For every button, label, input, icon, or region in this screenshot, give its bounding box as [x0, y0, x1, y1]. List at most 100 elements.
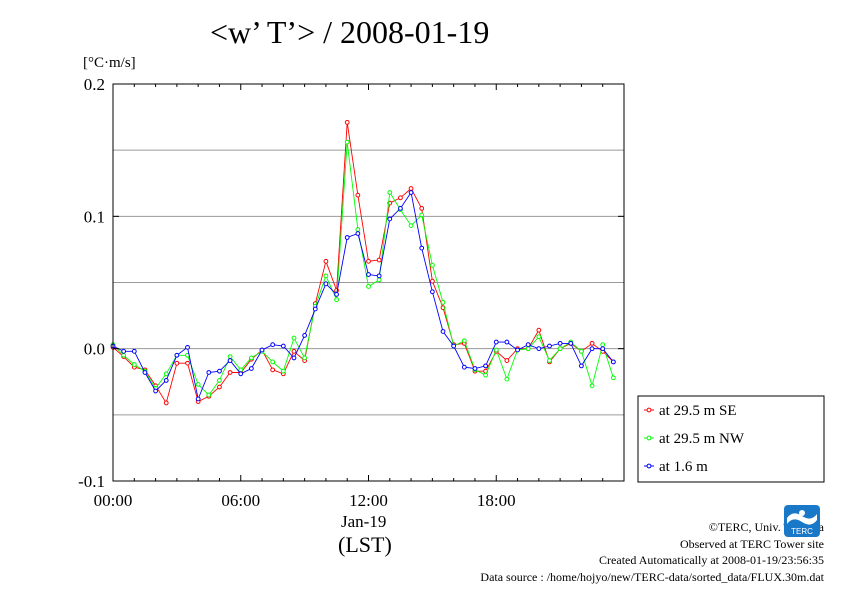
data-point — [217, 384, 222, 390]
data-point — [376, 273, 382, 279]
data-point — [387, 190, 393, 195]
data-point — [515, 347, 520, 353]
copyright-text: ©TERC, Univ. Tsukuba — [708, 520, 824, 534]
data-point — [504, 339, 510, 345]
data-point — [589, 383, 595, 389]
data-point — [398, 205, 403, 211]
y-tick-label: -0.1 — [78, 472, 105, 491]
data-point — [525, 346, 531, 352]
data-point — [291, 355, 297, 361]
data-point — [323, 273, 329, 279]
data-point — [398, 195, 403, 201]
data-source-text: Data source : /home/hojyo/new/TERC-data/… — [480, 569, 824, 584]
legend-marker — [646, 407, 652, 413]
y-tick-label: 0.0 — [84, 340, 105, 359]
series-2 — [110, 139, 616, 398]
data-point — [419, 205, 425, 211]
data-point — [461, 364, 467, 370]
data-point — [238, 371, 244, 377]
data-point — [483, 363, 489, 369]
data-point — [419, 212, 425, 218]
data-point — [536, 327, 542, 333]
data-point — [429, 278, 435, 284]
data-point — [174, 360, 180, 366]
data-point — [195, 396, 201, 402]
data-point — [440, 299, 446, 305]
data-point — [408, 186, 414, 191]
data-point — [121, 352, 127, 358]
y-tick-label: 0.1 — [84, 207, 105, 226]
data-point — [419, 245, 425, 251]
data-point — [344, 139, 350, 145]
data-point — [163, 378, 169, 383]
data-point — [185, 344, 190, 350]
data-point — [408, 223, 414, 228]
data-point — [579, 363, 584, 369]
data-point — [557, 346, 563, 352]
terc-logo-icon: TERC — [784, 505, 820, 537]
x-tick-label: 00:00 — [94, 491, 133, 510]
data-point — [163, 400, 169, 406]
data-point — [504, 358, 510, 363]
data-point — [440, 329, 446, 334]
data-point — [227, 354, 233, 360]
data-point — [142, 370, 148, 375]
data-point — [610, 375, 616, 381]
data-point — [429, 262, 435, 268]
data-point — [536, 346, 542, 352]
footer-info: ©TERC, Univ. Tsukuba Observed at TERC To… — [480, 519, 824, 585]
data-point — [312, 306, 318, 312]
chart-title: <w’ T’> / 2008-01-19 — [210, 14, 490, 50]
data-point — [429, 289, 435, 295]
data-point — [493, 339, 499, 345]
series-1 — [110, 119, 616, 406]
data-point — [504, 376, 510, 382]
data-point — [153, 388, 158, 394]
legend-marker — [646, 435, 652, 441]
data-point — [227, 358, 233, 363]
data-point — [270, 359, 276, 365]
data-point — [248, 355, 254, 361]
data-point — [334, 297, 339, 303]
series-line — [112, 122, 614, 405]
series-line — [112, 191, 614, 401]
data-point — [217, 378, 222, 383]
data-point — [323, 258, 329, 264]
data-point — [376, 257, 382, 263]
data-point — [280, 368, 286, 374]
data-point — [206, 392, 212, 398]
data-point — [366, 258, 371, 264]
data-point — [600, 342, 606, 348]
y-axis-unit: [°C·m/s] — [83, 55, 136, 71]
data-point — [280, 343, 286, 349]
data-point — [334, 292, 339, 297]
data-point — [568, 340, 574, 346]
data-point — [461, 338, 467, 344]
legend-label: at 29.5 m NW — [659, 431, 745, 447]
data-point — [493, 347, 499, 353]
data-point — [408, 190, 414, 195]
data-point — [217, 368, 222, 374]
data-point — [525, 342, 531, 348]
data-point — [355, 231, 361, 236]
legend-box — [637, 395, 825, 483]
x-axis-date-label: Jan-19 — [341, 512, 387, 531]
data-point — [270, 367, 276, 373]
series-line — [112, 142, 614, 396]
ticks-layer: -0.1 0.0 0.1 0.2 00:00 06:00 12:00 18:00 — [78, 75, 625, 510]
data-point — [121, 348, 127, 354]
data-point — [195, 381, 201, 387]
x-axis-time-label: (LST) — [338, 532, 392, 557]
data-point — [579, 348, 584, 354]
data-point — [270, 342, 276, 348]
created-text: Created Automatically at 2008-01-19/23:5… — [599, 553, 824, 567]
data-point — [557, 340, 563, 346]
data-point — [248, 366, 254, 371]
data-point — [610, 359, 616, 365]
legend-marker — [646, 463, 652, 469]
data-point — [131, 348, 137, 354]
data-point — [259, 347, 265, 353]
data-point — [451, 343, 457, 349]
data-point — [387, 216, 393, 222]
